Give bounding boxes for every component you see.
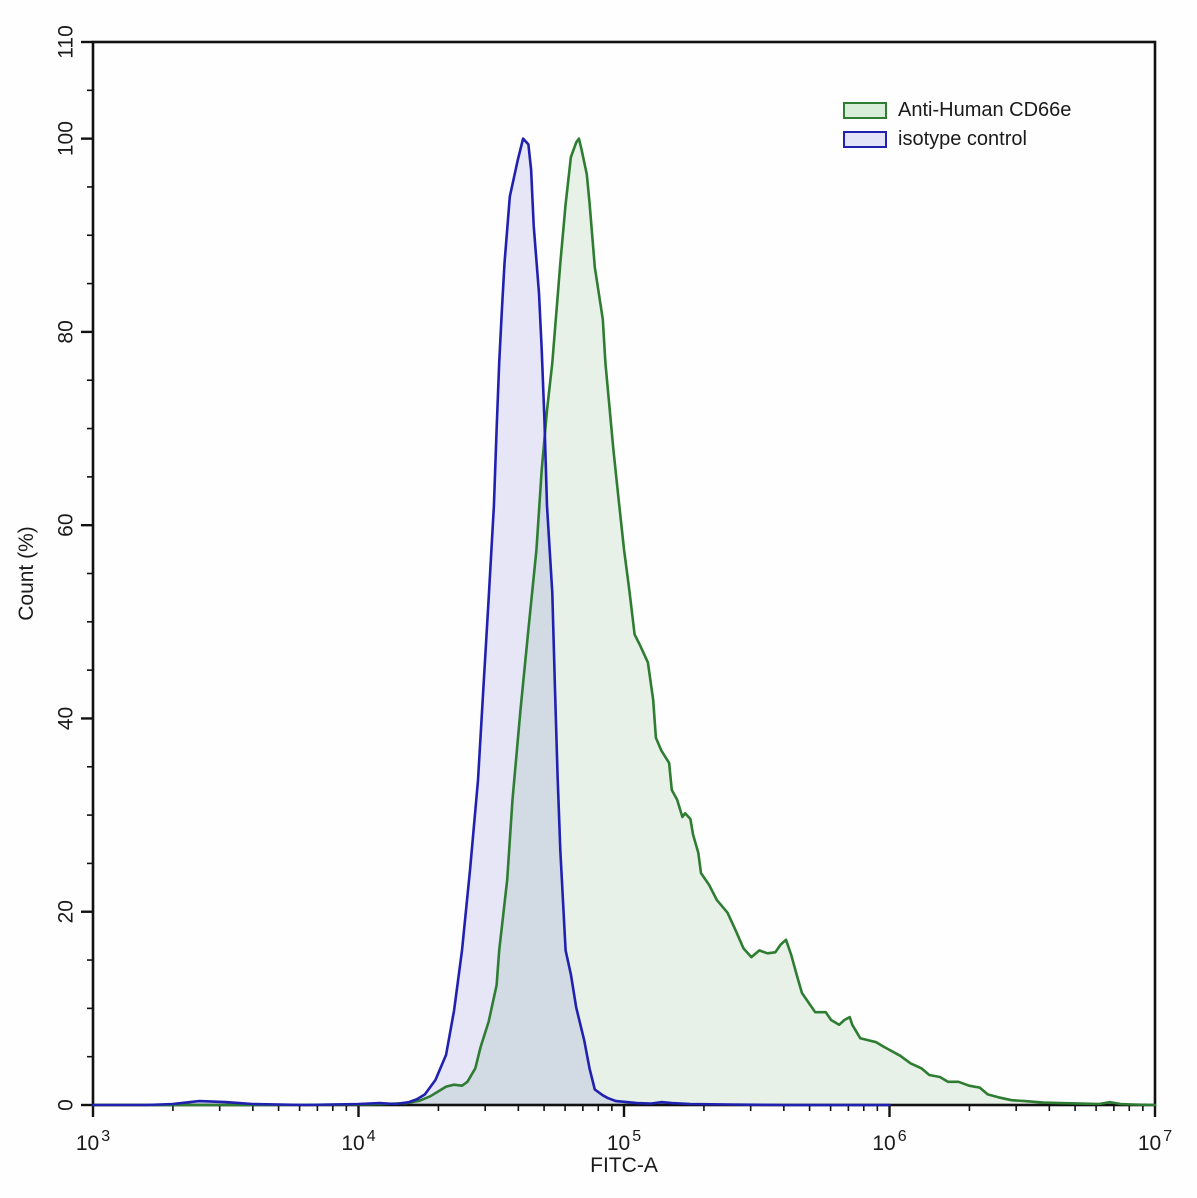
curve-anti-human-cd66e xyxy=(91,137,1157,1107)
legend-item-anti-human-cd66e: Anti-Human CD66e xyxy=(843,100,1071,120)
legend-label-isotype-control: isotype control xyxy=(898,128,1027,150)
ticks: 10 3 10 4 10 5 10 6 10 7 0 20 40 60 80 100 110 xyxy=(54,25,1172,1155)
legend-item-isotype-control: isotype control xyxy=(843,129,1071,149)
series-fills xyxy=(93,138,1155,1106)
x-tick-label: 10 6 xyxy=(872,1128,906,1155)
area-fill-anti-human-cd66e xyxy=(93,138,1155,1106)
x-tick-label: 10 4 xyxy=(341,1128,375,1155)
legend-swatch-anti-human-cd66e xyxy=(843,101,887,119)
x-tick-label: 10 5 xyxy=(607,1128,641,1155)
y-tick-label: 60 xyxy=(54,514,77,537)
x-tick-label: 10 3 xyxy=(76,1128,110,1155)
y-tick-label: 80 xyxy=(54,320,77,343)
x-tick-label: 10 7 xyxy=(1138,1128,1172,1155)
y-tick-label: 110 xyxy=(54,25,77,58)
y-tick-label: 20 xyxy=(54,900,77,923)
legend-swatch-isotype-control xyxy=(843,130,887,148)
area-fill-isotype-control xyxy=(93,138,890,1106)
y-axis-title: Count (%) xyxy=(15,526,38,621)
y-tick-label: 40 xyxy=(54,707,77,730)
legend-label-anti-human-cd66e: Anti-Human CD66e xyxy=(898,99,1072,121)
y-tick-label: 100 xyxy=(54,121,77,156)
series-lines xyxy=(91,137,1157,1107)
x-axis-title: FITC-A xyxy=(590,1154,658,1177)
legend: Anti-Human CD66e isotype control xyxy=(843,100,1071,149)
curve-isotype-control xyxy=(91,137,891,1107)
y-tick-label: 0 xyxy=(54,1099,77,1111)
